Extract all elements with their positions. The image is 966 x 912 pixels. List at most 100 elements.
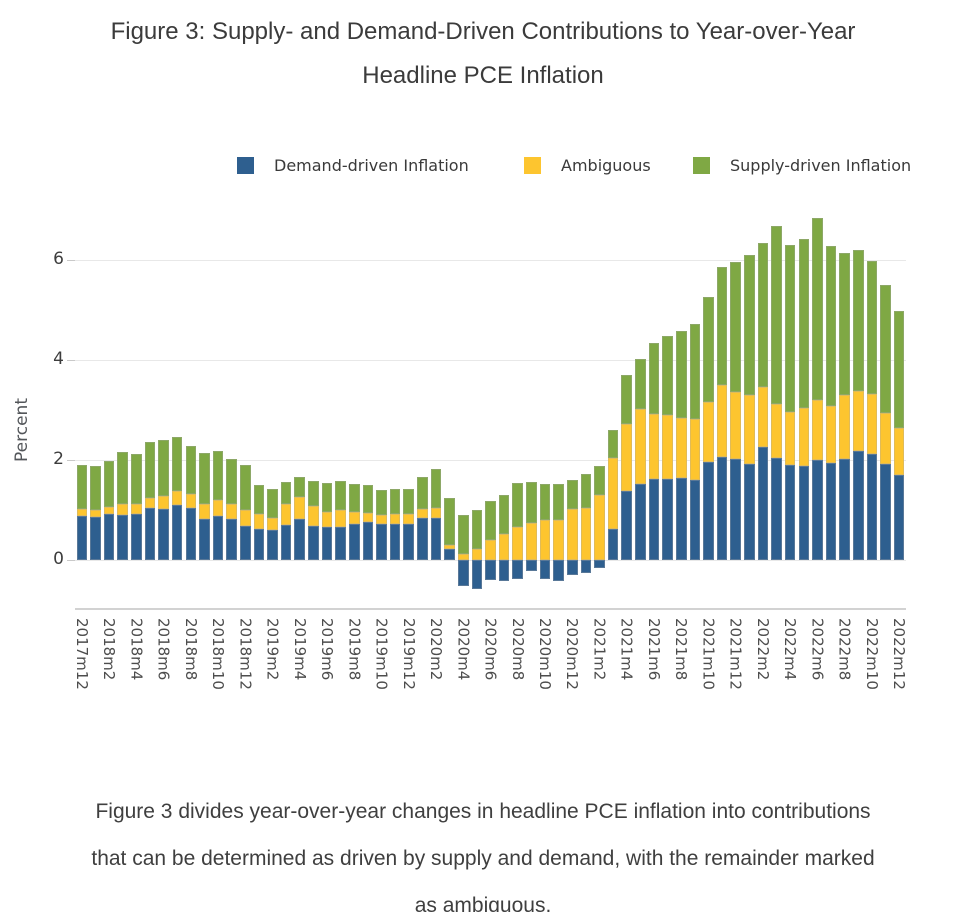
bar-2019m11-ambiguous[interactable]: [389, 514, 401, 524]
bar-2019m10-supply[interactable]: [376, 490, 387, 515]
bar-2020m4-ambiguous[interactable]: [457, 554, 469, 560]
bar-2022m10-ambiguous[interactable]: [866, 393, 878, 454]
bar-2021m9-demand[interactable]: [689, 480, 701, 560]
bar-2019m9-demand[interactable]: [362, 521, 374, 560]
bar-2018m3-demand[interactable]: [117, 515, 128, 560]
bar-2021m1-supply[interactable]: [580, 474, 592, 508]
bar-2018m12-supply[interactable]: [239, 465, 251, 510]
bar-2022m1-demand[interactable]: [744, 463, 755, 560]
bar-2021m7-demand[interactable]: [662, 479, 673, 560]
bar-2022m11-supply[interactable]: [880, 285, 891, 413]
bar-2020m10-supply[interactable]: [539, 483, 551, 520]
bar-2022m3-supply[interactable]: [771, 226, 782, 404]
bar-2018m11-ambiguous[interactable]: [226, 504, 237, 519]
bar-2020m5-demand[interactable]: [471, 560, 483, 589]
bar-2018m8-demand[interactable]: [185, 507, 197, 560]
bar-2018m7-demand[interactable]: [171, 505, 183, 560]
legend-item-supply[interactable]: Supply-driven Inflation: [693, 156, 911, 175]
bar-2022m4-demand[interactable]: [784, 464, 796, 560]
bar-2018m7-ambiguous[interactable]: [171, 491, 183, 505]
bar-2022m6-supply[interactable]: [812, 217, 823, 400]
bar-2019m5-demand[interactable]: [308, 525, 319, 560]
bar-2019m3-demand[interactable]: [280, 525, 292, 560]
bar-2021m8-demand[interactable]: [675, 477, 687, 560]
bar-2020m7-supply[interactable]: [498, 495, 510, 534]
bar-2018m10-demand[interactable]: [212, 515, 224, 560]
bar-2018m3-supply[interactable]: [117, 451, 128, 504]
bar-2019m11-supply[interactable]: [389, 488, 401, 514]
bar-2019m2-supply[interactable]: [267, 488, 278, 518]
bar-2017m12-supply[interactable]: [76, 465, 88, 509]
bar-2020m1-ambiguous[interactable]: [417, 508, 428, 518]
bar-2021m4-ambiguous[interactable]: [621, 423, 633, 491]
bar-2022m12-supply[interactable]: [893, 311, 905, 428]
bar-2020m12-demand[interactable]: [566, 560, 578, 575]
bar-2022m5-supply[interactable]: [798, 239, 810, 408]
bar-2022m6-ambiguous[interactable]: [812, 400, 823, 460]
bar-2020m6-ambiguous[interactable]: [485, 540, 496, 560]
bar-2022m1-ambiguous[interactable]: [744, 395, 755, 464]
bar-2018m9-ambiguous[interactable]: [199, 503, 210, 519]
bar-2022m6-demand[interactable]: [812, 460, 823, 560]
bar-2019m7-supply[interactable]: [335, 480, 346, 510]
bar-2022m11-demand[interactable]: [880, 463, 891, 560]
bar-2020m11-demand[interactable]: [553, 560, 564, 581]
legend-item-ambiguous[interactable]: Ambiguous: [524, 156, 651, 175]
bar-2018m12-ambiguous[interactable]: [239, 510, 251, 526]
bar-2021m7-supply[interactable]: [662, 336, 673, 415]
bar-2018m10-supply[interactable]: [212, 451, 224, 500]
bar-2019m12-ambiguous[interactable]: [403, 513, 415, 524]
bar-2021m10-demand[interactable]: [703, 461, 714, 560]
legend-item-demand[interactable]: Demand-driven Inflation: [237, 156, 469, 175]
bar-2022m10-demand[interactable]: [866, 453, 878, 560]
bar-2020m12-supply[interactable]: [566, 480, 578, 509]
bar-2019m6-demand[interactable]: [321, 526, 333, 560]
bar-2020m6-demand[interactable]: [485, 560, 496, 580]
bar-2019m1-ambiguous[interactable]: [253, 514, 265, 529]
bar-2018m12-demand[interactable]: [239, 525, 251, 560]
bar-2019m5-supply[interactable]: [308, 480, 319, 506]
bar-2021m6-supply[interactable]: [648, 342, 660, 414]
bar-2020m8-demand[interactable]: [512, 560, 524, 579]
bar-2020m7-ambiguous[interactable]: [498, 533, 510, 560]
bar-2022m4-ambiguous[interactable]: [784, 412, 796, 465]
bar-2022m12-ambiguous[interactable]: [893, 427, 905, 475]
bar-2021m9-ambiguous[interactable]: [689, 419, 701, 480]
bar-2019m4-ambiguous[interactable]: [294, 496, 306, 519]
bar-2022m9-supply[interactable]: [853, 250, 864, 391]
bar-2019m9-ambiguous[interactable]: [362, 512, 374, 522]
bar-2018m2-demand[interactable]: [103, 514, 115, 560]
bar-2019m10-ambiguous[interactable]: [376, 515, 387, 524]
bar-2021m1-demand[interactable]: [580, 560, 592, 573]
bar-2018m2-supply[interactable]: [103, 461, 115, 507]
bar-2018m5-ambiguous[interactable]: [144, 497, 156, 508]
bar-2022m3-ambiguous[interactable]: [771, 404, 782, 458]
bar-2020m3-supply[interactable]: [444, 497, 455, 545]
bar-2019m4-supply[interactable]: [294, 476, 306, 497]
bar-2020m5-ambiguous[interactable]: [471, 548, 483, 560]
bar-2019m6-supply[interactable]: [321, 482, 333, 512]
bar-2019m3-supply[interactable]: [280, 481, 292, 504]
bar-2022m8-demand[interactable]: [839, 458, 850, 560]
bar-2019m7-ambiguous[interactable]: [335, 510, 346, 527]
bar-2021m10-supply[interactable]: [703, 296, 714, 402]
bar-2020m7-demand[interactable]: [498, 560, 510, 581]
bar-2020m9-ambiguous[interactable]: [526, 522, 537, 560]
bar-2018m9-supply[interactable]: [199, 452, 210, 504]
bar-2021m5-ambiguous[interactable]: [635, 408, 646, 484]
bar-2021m5-demand[interactable]: [635, 483, 646, 560]
bar-2017m12-demand[interactable]: [76, 516, 88, 560]
bar-2018m4-ambiguous[interactable]: [131, 503, 142, 514]
bar-2022m5-ambiguous[interactable]: [798, 407, 810, 466]
bar-2019m12-supply[interactable]: [403, 489, 415, 514]
bar-2021m10-ambiguous[interactable]: [703, 401, 714, 462]
bar-2018m5-supply[interactable]: [144, 441, 156, 498]
bar-2018m6-demand[interactable]: [158, 509, 169, 560]
bar-2020m1-demand[interactable]: [417, 517, 428, 560]
bar-2018m5-demand[interactable]: [144, 507, 156, 560]
bar-2021m3-demand[interactable]: [607, 528, 619, 560]
bar-2021m2-ambiguous[interactable]: [594, 494, 605, 560]
bar-2018m2-ambiguous[interactable]: [103, 506, 115, 514]
bar-2021m3-supply[interactable]: [607, 429, 619, 458]
bar-2018m6-supply[interactable]: [158, 440, 169, 496]
